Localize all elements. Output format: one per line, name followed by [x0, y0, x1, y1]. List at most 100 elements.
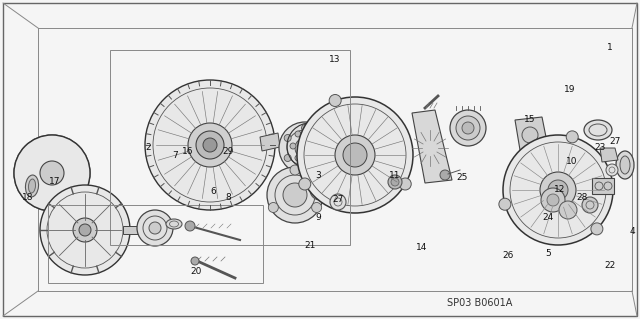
Circle shape: [188, 123, 232, 167]
Circle shape: [196, 131, 224, 159]
Circle shape: [299, 178, 311, 190]
Polygon shape: [3, 3, 637, 316]
Ellipse shape: [166, 219, 182, 229]
Circle shape: [185, 221, 195, 231]
Circle shape: [319, 135, 326, 142]
Text: 11: 11: [389, 170, 401, 180]
Bar: [48, 205, 263, 283]
Text: 10: 10: [566, 158, 578, 167]
Circle shape: [540, 172, 576, 208]
Circle shape: [582, 197, 598, 213]
Circle shape: [522, 127, 538, 143]
Text: 4: 4: [629, 227, 635, 236]
Circle shape: [283, 183, 307, 207]
Polygon shape: [600, 148, 618, 162]
Circle shape: [284, 135, 291, 142]
Text: 2: 2: [145, 144, 151, 152]
Circle shape: [450, 110, 486, 146]
Circle shape: [541, 188, 565, 212]
Circle shape: [145, 80, 275, 210]
Text: 8: 8: [225, 194, 231, 203]
Text: 23: 23: [595, 144, 605, 152]
Circle shape: [295, 155, 301, 161]
Circle shape: [329, 94, 341, 107]
Circle shape: [319, 155, 325, 161]
Text: 27: 27: [332, 196, 344, 204]
Circle shape: [399, 178, 412, 190]
Circle shape: [388, 175, 402, 189]
Text: 19: 19: [564, 85, 576, 94]
Circle shape: [137, 210, 173, 246]
Circle shape: [548, 180, 568, 200]
Circle shape: [73, 218, 97, 242]
Circle shape: [295, 138, 315, 158]
Circle shape: [297, 97, 413, 213]
Bar: [110, 50, 350, 245]
Circle shape: [302, 138, 318, 154]
Text: 24: 24: [542, 213, 554, 222]
Circle shape: [559, 201, 577, 219]
Circle shape: [343, 143, 367, 167]
Circle shape: [284, 154, 291, 161]
Text: 29: 29: [222, 147, 234, 157]
Text: 6: 6: [210, 188, 216, 197]
Bar: [592, 178, 614, 194]
Circle shape: [301, 124, 308, 131]
Circle shape: [566, 131, 578, 143]
Circle shape: [335, 135, 375, 175]
Text: 26: 26: [502, 250, 514, 259]
Circle shape: [312, 203, 322, 212]
Polygon shape: [515, 117, 548, 150]
Circle shape: [307, 160, 313, 166]
Text: 5: 5: [545, 249, 551, 257]
Circle shape: [191, 257, 199, 265]
Circle shape: [324, 143, 330, 149]
Circle shape: [301, 165, 308, 172]
Circle shape: [290, 143, 296, 149]
Circle shape: [547, 194, 559, 206]
Circle shape: [330, 194, 346, 210]
Text: 15: 15: [524, 115, 536, 124]
Circle shape: [267, 167, 323, 223]
Text: 22: 22: [604, 261, 616, 270]
Text: 25: 25: [456, 174, 468, 182]
Text: 9: 9: [315, 213, 321, 222]
Circle shape: [79, 224, 91, 236]
Text: 3: 3: [315, 170, 321, 180]
Ellipse shape: [616, 151, 634, 179]
Circle shape: [295, 131, 301, 137]
Text: 28: 28: [576, 194, 588, 203]
Text: 21: 21: [304, 241, 316, 249]
Circle shape: [456, 116, 480, 140]
Circle shape: [503, 135, 613, 245]
Text: 12: 12: [554, 186, 566, 195]
Circle shape: [462, 122, 474, 134]
Text: SP03 B0601A: SP03 B0601A: [447, 298, 513, 308]
Circle shape: [499, 198, 511, 210]
Text: 17: 17: [49, 177, 61, 187]
Ellipse shape: [28, 179, 36, 193]
Circle shape: [40, 185, 130, 275]
Circle shape: [440, 170, 450, 180]
Bar: [123, 226, 153, 234]
Text: 16: 16: [182, 147, 194, 157]
Ellipse shape: [584, 120, 612, 140]
Text: 27: 27: [609, 137, 621, 146]
Circle shape: [307, 126, 313, 132]
Circle shape: [606, 164, 618, 176]
Ellipse shape: [26, 175, 38, 197]
Circle shape: [591, 223, 603, 235]
Text: 18: 18: [22, 194, 34, 203]
Circle shape: [279, 122, 331, 174]
Circle shape: [40, 161, 64, 185]
Circle shape: [319, 131, 325, 137]
Circle shape: [149, 222, 161, 234]
Text: 7: 7: [172, 151, 178, 160]
Text: 13: 13: [329, 56, 340, 64]
Text: 14: 14: [416, 243, 428, 253]
Circle shape: [268, 203, 278, 212]
Polygon shape: [260, 133, 280, 151]
Circle shape: [391, 178, 399, 186]
Ellipse shape: [620, 156, 630, 174]
Text: 1: 1: [607, 43, 613, 53]
